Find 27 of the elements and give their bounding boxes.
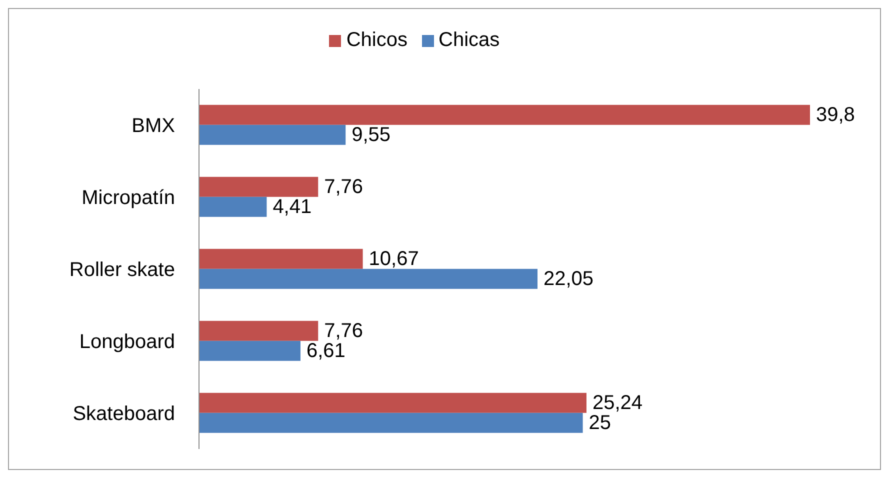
bar (199, 248, 363, 269)
data-label: 25,24 (592, 392, 643, 414)
bar (199, 320, 318, 341)
bar (199, 104, 810, 125)
data-label: 10,67 (368, 248, 419, 270)
bar (199, 196, 267, 217)
y-tick-label: BMX (132, 115, 175, 138)
bar (199, 268, 538, 289)
y-tick-label: Skateboard (72, 403, 175, 426)
bar (199, 340, 300, 361)
data-label: 6,61 (306, 340, 346, 362)
data-label: 7,76 (324, 176, 364, 198)
bar (199, 412, 583, 433)
legend-label: Chicos (346, 29, 408, 52)
data-label: 25 (588, 412, 612, 434)
data-label: 9,55 (352, 124, 391, 146)
data-label: 22,05 (544, 268, 594, 290)
y-tick-label: Longboard (79, 331, 175, 354)
data-label: 39,8 (816, 104, 855, 126)
bar (199, 124, 346, 145)
data-label: 7,76 (324, 320, 364, 342)
bar (199, 392, 586, 413)
data-label: 4,41 (272, 196, 312, 218)
legend-label: Chicas (438, 29, 500, 52)
bar (199, 176, 318, 197)
y-tick-label: Roller skate (69, 259, 175, 282)
y-tick-label: Micropatín (82, 187, 175, 210)
